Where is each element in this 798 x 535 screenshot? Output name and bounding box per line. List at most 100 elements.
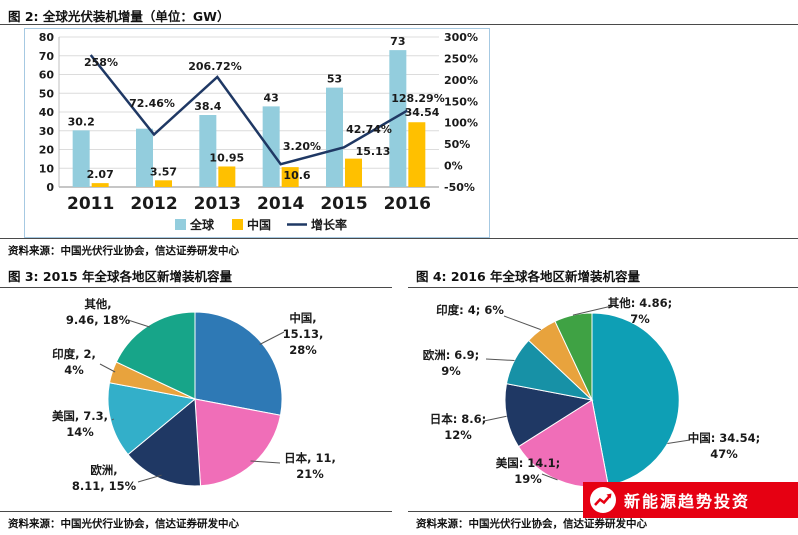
bar-global-2012 (136, 128, 153, 187)
growth-rate-line (89, 54, 408, 166)
fig4-source: 资料来源：中国光伏行业协会，信达证券研发中心 (416, 518, 647, 530)
pie-slice-中国 (194, 311, 283, 416)
label-leader-line (667, 439, 691, 444)
y-axis-right-tick: 200% (444, 74, 478, 87)
fig4-pie-chart: 中国: 34.54; 47% 美国: 14.1; 19% 日本: 8.6; 12% 欧洲: … (423, 296, 761, 488)
pie-label: 欧洲: 6.9; (423, 348, 480, 362)
pie-label: 4% (64, 363, 84, 377)
fig2-title: 图 2: 全球光伏装机增量（单位：GW） (8, 9, 230, 24)
pie-label: 19% (514, 472, 542, 486)
bar-label: 53 (327, 73, 342, 86)
line-label: 258% (84, 56, 118, 69)
fig2-chart-box: 0 10 20 30 40 50 60 70 80 -50% 0% 50% 100% 150% 200% 25… (24, 28, 490, 238)
bar-china-2011 (91, 183, 109, 187)
watermark-logo-icon (590, 487, 616, 513)
y-axis-left-tick: 0 (46, 181, 54, 194)
bar-global-2013 (199, 115, 217, 187)
line-label: 42.74% (346, 123, 392, 136)
divider-above-fig2-source (0, 238, 798, 239)
label-leader-line (127, 319, 151, 328)
pie-label: 中国: 34.54; (688, 431, 761, 445)
label-leader-line (137, 474, 162, 483)
pie-label: 其他: 4.86; (608, 296, 673, 310)
divider-above-fig3-source (0, 511, 392, 512)
pie-label: 其他, (84, 297, 111, 311)
y-axis-right-tick: 0% (444, 160, 463, 173)
pie-label: 12% (444, 428, 472, 442)
bar-china-2014 (281, 167, 299, 187)
bar-label: 73 (390, 35, 405, 48)
y-axis-left-tick: 60 (39, 69, 55, 82)
fig2-source: 资料来源：中国光伏行业协会，信达证券研发中心 (8, 245, 239, 257)
label-leader-line (485, 358, 515, 361)
bar-global-2011 (72, 130, 90, 187)
y-axis-left-tick: 20 (39, 144, 55, 157)
watermark: 新能源趋势投资 (583, 482, 798, 518)
label-leader-line (503, 315, 541, 331)
bar-china-2013 (218, 166, 236, 187)
fig3-title: 图 3: 2015 年全球各地区新增装机容量 (8, 269, 233, 284)
pie-label: 印度, 2, (52, 347, 96, 361)
x-axis-label: 2015 (320, 194, 367, 214)
bar-china-2015 (345, 158, 362, 187)
bar-china-2016 (408, 122, 426, 187)
x-axis-label: 2012 (130, 194, 177, 214)
pie-label: 日本: 8.6; (430, 412, 487, 426)
bar-label: 10.6 (283, 169, 310, 182)
divider-fig3-title (0, 287, 392, 288)
x-axis-label: 2011 (67, 194, 114, 214)
y-axis-left-tick: 40 (39, 106, 55, 119)
bar-label: 3.57 (150, 165, 177, 178)
pie-label: 美国: 14.1; (496, 456, 561, 470)
pie-slice-欧洲 (127, 397, 202, 487)
divider-top (0, 24, 798, 25)
line-label: 72.46% (129, 97, 175, 110)
pie-label: 印度: 4; 6% (436, 303, 504, 317)
y-axis-right-tick: 250% (444, 52, 478, 65)
pie-label: 日本, 11, (284, 451, 336, 465)
bar-label: 15.13 (356, 145, 391, 158)
pie-label: 中国, (289, 311, 316, 325)
x-axis-label: 2014 (257, 194, 304, 214)
bar-label: 34.54 (405, 106, 440, 119)
pie-label: 8.11, 15% (72, 479, 137, 493)
y-axis-right-tick: 300% (444, 31, 478, 44)
divider-fig4-title (408, 287, 798, 288)
line-label: 3.20% (283, 140, 321, 153)
x-axis-label: 2016 (384, 194, 431, 214)
pie-label: 15.13, (283, 327, 324, 341)
pie-label: 28% (289, 343, 317, 357)
y-axis-left-tick: 30 (39, 125, 55, 138)
y-axis-left-tick: 10 (39, 162, 55, 175)
y-axis-right-tick: 150% (444, 95, 478, 108)
pie-label: 美国, 7.3, (52, 409, 108, 423)
y-axis-right-tick: 100% (444, 117, 478, 130)
bar-china-2012 (155, 180, 172, 187)
bar-global-2015 (326, 87, 343, 187)
y-axis-left-tick: 70 (39, 50, 55, 63)
line-label: 206.72% (188, 60, 241, 73)
label-leader-line (483, 415, 507, 422)
legend-marker (232, 219, 243, 230)
label-leader-line (250, 460, 281, 464)
pie-label: 21% (296, 467, 324, 481)
pie-slice-美国 (107, 382, 197, 456)
label-leader-line (99, 363, 116, 373)
pie-slice-中国 (591, 312, 680, 487)
label-leader-line (111, 418, 114, 421)
bar-global-2016 (389, 50, 407, 187)
pie-slice-日本 (194, 398, 282, 487)
bar-label: 38.4 (194, 100, 221, 113)
pie-label: 14% (66, 425, 94, 439)
pie-label: 7% (630, 312, 650, 326)
legend-label: 中国 (247, 217, 271, 232)
fig2-combo-chart: 0 10 20 30 40 50 60 70 80 -50% 0% 50% 100% 150% 200% 25… (39, 31, 478, 232)
y-axis-right-tick: 50% (444, 138, 470, 151)
pie-label: 欧洲, (90, 463, 117, 477)
x-axis-label: 2013 (194, 194, 241, 214)
watermark-text: 新能源趋势投资 (624, 492, 751, 511)
pie-label: 9.46, 18% (66, 313, 131, 327)
y-axis-left-tick: 50 (39, 87, 55, 100)
bar-label: 43 (264, 91, 279, 104)
